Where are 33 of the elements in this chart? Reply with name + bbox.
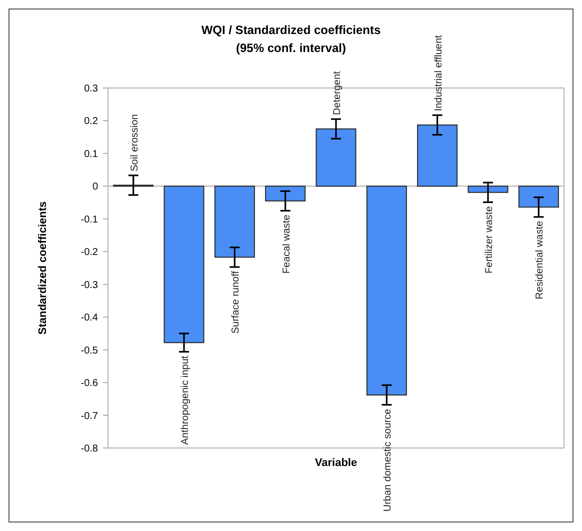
y-tick-label: 0.1 xyxy=(84,148,98,160)
y-tick-label: -0.4 xyxy=(80,312,98,324)
y-tick-label: 0.2 xyxy=(84,116,98,128)
y-tick-label: 0.3 xyxy=(84,84,98,94)
x-tick-label: Anthropogenic input xyxy=(180,356,191,445)
bar xyxy=(468,186,508,193)
y-tick-label: -0.2 xyxy=(80,247,98,258)
y-tick-label: -0.5 xyxy=(80,345,98,356)
x-tick-label: Soil erossion xyxy=(129,114,140,172)
x-tick-label: Urban domestic source xyxy=(382,408,394,512)
y-tick-label: -0.1 xyxy=(80,214,98,226)
bar xyxy=(164,186,204,344)
bar xyxy=(518,186,559,208)
x-tick-label: Feacal waste xyxy=(281,214,292,274)
x-tick-label: Fertilizer waste xyxy=(484,206,495,274)
x-tick-label: Residential waste xyxy=(534,220,546,300)
x-tick-label: Industrial effluent xyxy=(433,34,444,112)
y-tick-label: 0 xyxy=(92,182,98,193)
y-tick-label: -0.8 xyxy=(80,444,98,454)
chart-title: WQI / Standardized coefficients xyxy=(201,23,381,37)
y-tick-label: -0.3 xyxy=(80,280,98,291)
bar xyxy=(316,128,356,187)
x-axis-title: Variable xyxy=(314,457,358,469)
bar xyxy=(214,186,255,258)
bar xyxy=(366,186,407,396)
y-tick-label: -0.7 xyxy=(80,410,98,422)
y-tick-label: -0.6 xyxy=(80,378,98,390)
x-tick-label: Detergent xyxy=(332,70,343,116)
bar xyxy=(417,124,458,187)
chart-subtitle: (95% conf. interval) xyxy=(236,41,346,55)
x-tick-label: Surface runoff xyxy=(230,270,242,334)
bar xyxy=(265,186,306,202)
y-axis-title: Standardized coefficients xyxy=(37,201,49,335)
